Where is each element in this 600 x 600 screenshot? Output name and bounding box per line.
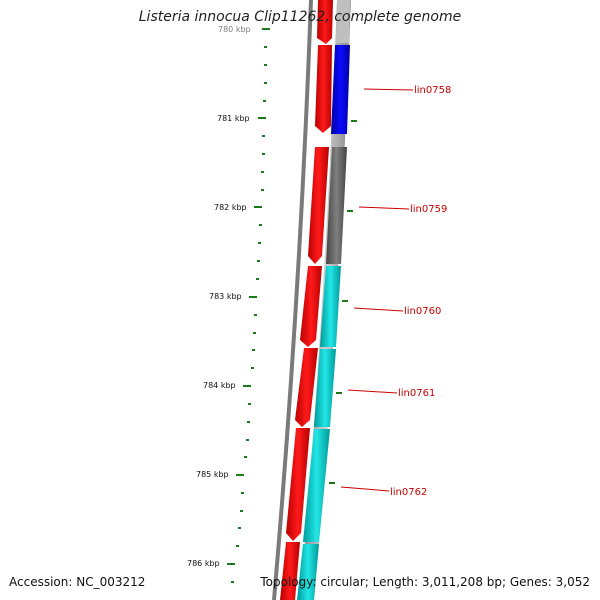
ruler-label: 780 kbp (218, 25, 251, 34)
ruler-minor-ticks (231, 46, 267, 583)
accession-text: Accession: NC_003212 (9, 575, 146, 589)
gene-label-lin0758[interactable]: lin0758 (414, 85, 451, 96)
gene-label-lin0761[interactable]: lin0761 (398, 388, 435, 399)
top-gray-feature (336, 0, 350, 43)
gene-connector-lin0762 (340, 486, 390, 492)
forward-feature-5 (286, 428, 310, 541)
gene-feature-lin0761 (314, 349, 336, 427)
forward-feature-3 (300, 266, 322, 347)
gene-connector-lin0758 (363, 88, 414, 91)
gene-feature-lin0759 (326, 147, 347, 264)
gene-feature-bottom (297, 544, 319, 600)
ruler-label: 784 kbp (203, 381, 236, 390)
forward-feature-1 (315, 45, 332, 133)
ruler-label: 783 kbp (209, 292, 242, 301)
ruler-label: 781 kbp (217, 114, 250, 123)
gene-feature-lin0762 (303, 429, 330, 542)
gene-connector-lin0759 (358, 206, 410, 210)
topology-text: Topology: circular; Length: 3,011,208 bp… (260, 575, 590, 589)
gene-connector-lin0760 (353, 307, 404, 312)
ruler-label: 786 kbp (187, 559, 220, 568)
gene-feature-lin0760 (320, 266, 341, 347)
ruler-label: 782 kbp (214, 203, 247, 212)
forward-feature-2 (308, 147, 329, 264)
forward-feature-4 (295, 348, 318, 427)
backbone-line (272, 0, 313, 600)
gene-connector-lin0761 (347, 389, 398, 394)
gene-label-lin0759[interactable]: lin0759 (410, 204, 447, 215)
gene-feature-lin0758 (331, 45, 350, 134)
top-red-feature (317, 0, 333, 44)
map-title: Listeria innocua Clip11262, complete gen… (138, 9, 462, 25)
ruler-label: 785 kbp (196, 470, 229, 479)
gene-label-lin0762[interactable]: lin0762 (390, 487, 427, 498)
forward-feature-6 (280, 542, 300, 600)
gene-label-lin0760[interactable]: lin0760 (404, 306, 441, 317)
